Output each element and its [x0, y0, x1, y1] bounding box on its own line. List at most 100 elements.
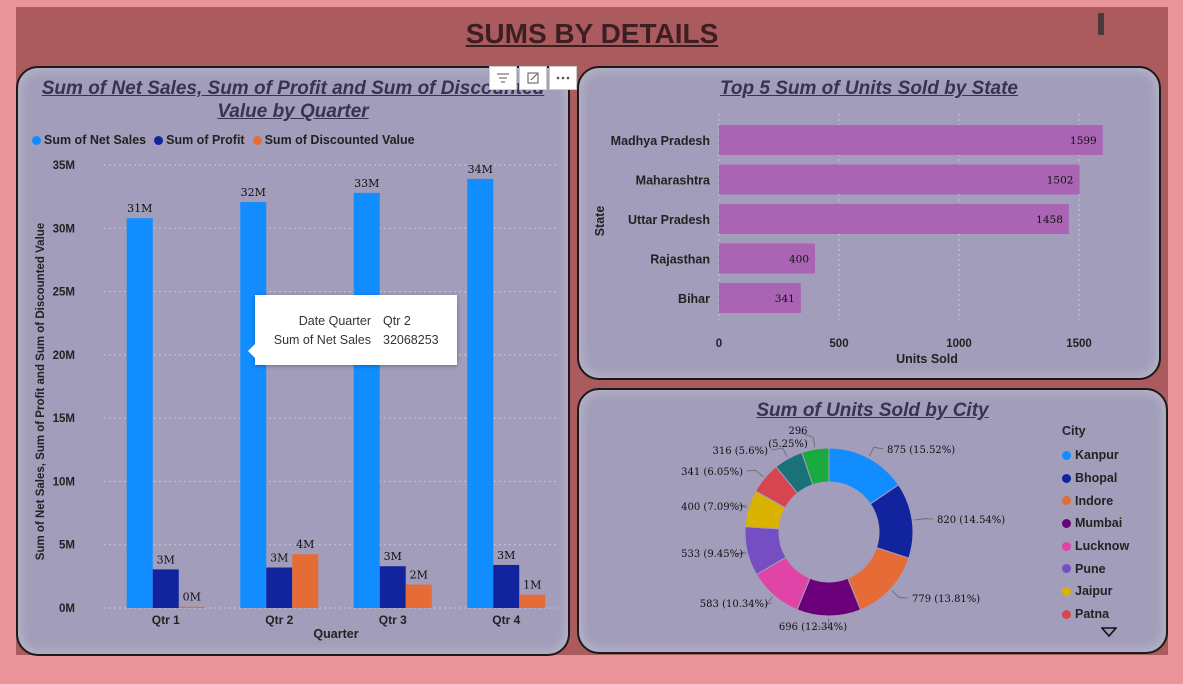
legend-item-pune[interactable]: Pune	[1062, 557, 1129, 580]
bar	[719, 243, 815, 274]
legend-item-profit[interactable]: Sum of Profit	[154, 133, 245, 147]
y-tick-label: Maharashtra	[636, 174, 711, 188]
state-chart-card: Top 5 Sum of Units Sold by State 0 500 100…	[577, 66, 1161, 380]
legend-label: Kanpur	[1075, 448, 1119, 463]
legend-item-bhopal[interactable]: Bhopal	[1062, 467, 1129, 490]
data-label: 1M	[523, 579, 541, 592]
city-donut-chart[interactable]: 875 (15.52%) 820 (14.54%) 779 (13.81%) 696 …	[579, 390, 1166, 652]
y-tick-label: 5M	[59, 540, 75, 552]
legend-dot	[1062, 473, 1071, 483]
legend-label: Mumbai	[1075, 516, 1123, 531]
bar	[719, 283, 801, 313]
data-label: 3M	[384, 550, 402, 563]
x-tick-label: Qtr 4	[492, 613, 520, 627]
data-label: 1599	[1070, 135, 1097, 147]
bar	[379, 566, 406, 608]
quarter-chart-legend: Sum of Net Sales Sum of Profit Sum of Di…	[32, 133, 415, 147]
leader-line	[764, 596, 773, 606]
y-tick-label: 30M	[53, 223, 75, 235]
legend-label: Sum of Net Sales	[44, 133, 147, 147]
tooltip-arrow	[248, 344, 255, 358]
data-label: 316 (5.6%)	[713, 446, 769, 457]
data-label: 820 (14.54%)	[937, 515, 1005, 526]
bar	[240, 202, 267, 608]
data-label: 3M	[497, 549, 515, 562]
x-axis-title: Units Sold	[896, 352, 958, 366]
legend-dot	[1062, 496, 1071, 506]
legend-dot	[1062, 586, 1071, 596]
legend-label: Indore	[1075, 493, 1114, 508]
more-options-icon	[556, 76, 570, 80]
y-tick-label: 25M	[53, 287, 75, 299]
leader-line	[914, 518, 934, 521]
leader-line	[736, 504, 748, 509]
legend-item-lucknow[interactable]: Lucknow	[1062, 535, 1129, 558]
data-label: 341	[775, 293, 795, 305]
chart-tooltip: Date Quarter Qtr 2 Sum of Net Sales 3206…	[248, 295, 457, 365]
leader-line	[797, 431, 816, 448]
data-label: 3M	[270, 551, 288, 564]
state-bar-chart[interactable]: 0 500 1000 1500 Madhya Pradesh 1599 Maharashtr…	[579, 68, 1159, 378]
city-chart-card: Sum of Units Sold by City 875 (15.52%) 82…	[577, 388, 1168, 654]
filter-icon	[497, 73, 509, 83]
bar	[493, 564, 520, 608]
data-label: 2M	[410, 569, 428, 582]
legend-dot	[154, 135, 164, 145]
focus-mode-icon[interactable]	[519, 66, 547, 90]
data-label: (5.25%)	[768, 439, 808, 450]
filter-icon[interactable]	[489, 66, 517, 90]
legend-dot	[1062, 450, 1071, 460]
data-label: 31M	[127, 202, 152, 215]
bar	[719, 204, 1069, 234]
tooltip-value: 32068253	[383, 333, 439, 347]
bar	[719, 125, 1103, 155]
city-chart-title: Sum of Units Sold by City	[756, 400, 989, 421]
bar	[178, 606, 205, 608]
page-title: SUMS BY DETAILS	[465, 18, 719, 49]
leader-line	[771, 447, 788, 457]
bar	[405, 584, 432, 608]
data-label: 0M	[183, 591, 201, 604]
legend-label: Sum of Profit	[166, 133, 245, 147]
chevron-down-icon[interactable]	[1101, 627, 1117, 637]
tooltip-key: Date Quarter	[298, 314, 371, 328]
data-label: 34M	[468, 163, 493, 176]
legend-item-mumbai[interactable]: Mumbai	[1062, 512, 1129, 535]
tooltip-value: Qtr 2	[383, 314, 411, 328]
legend-item-patna[interactable]: Patna	[1062, 603, 1129, 626]
bar	[126, 218, 153, 608]
y-axis-title: Sum of Net Sales, Sum of Profit and Sum …	[35, 223, 47, 560]
bar	[353, 192, 380, 608]
legend-item-net-sales[interactable]: Sum of Net Sales	[32, 133, 146, 147]
quarter-bar-chart[interactable]: 0M 5M 10M 15M 20M 25M 30M 35M Qtr 1 31M 3M 0M Qtr 2 3…	[18, 68, 568, 654]
legend-item-kanpur[interactable]: Kanpur	[1062, 444, 1129, 467]
y-tick-label: 10M	[53, 476, 75, 488]
legend-dot	[1062, 518, 1071, 528]
legend-dot	[1062, 541, 1071, 551]
city-legend: City Kanpur Bhopal Indore Mumbai Lucknow Pune…	[1062, 424, 1129, 637]
data-label: 400	[789, 254, 809, 266]
y-tick-label: Bihar	[678, 292, 710, 306]
scrollbar-handle[interactable]	[1098, 13, 1104, 35]
bar	[292, 554, 319, 608]
x-tick-label: Qtr 3	[379, 613, 407, 627]
more-options-icon[interactable]	[549, 66, 577, 90]
data-label: 1458	[1036, 214, 1063, 226]
data-label: 3M	[157, 553, 175, 566]
y-tick-label: Uttar Pradesh	[628, 213, 710, 227]
quarter-chart-title: Sum of Net Sales, Sum of Profit and Sum …	[41, 78, 545, 122]
data-label: 296	[788, 426, 807, 437]
x-tick-label: 1500	[1066, 338, 1092, 350]
legend-label: Lucknow	[1075, 539, 1130, 554]
legend-item-discounted-value[interactable]: Sum of Discounted Value	[252, 133, 415, 147]
data-label: 533 (9.45%)	[681, 549, 743, 560]
data-label: 583 (10.34%)	[700, 599, 768, 610]
legend-item-jaipur[interactable]: Jaipur	[1062, 580, 1129, 603]
legend-label: Bhopal	[1075, 471, 1118, 486]
legend-label: Sum of Discounted Value	[264, 133, 415, 147]
x-tick-label: Qtr 2	[265, 613, 293, 627]
bar	[266, 567, 293, 608]
x-tick-label: 500	[829, 338, 848, 350]
legend-item-indore[interactable]: Indore	[1062, 489, 1129, 512]
y-tick-label: Madhya Pradesh	[611, 134, 710, 148]
